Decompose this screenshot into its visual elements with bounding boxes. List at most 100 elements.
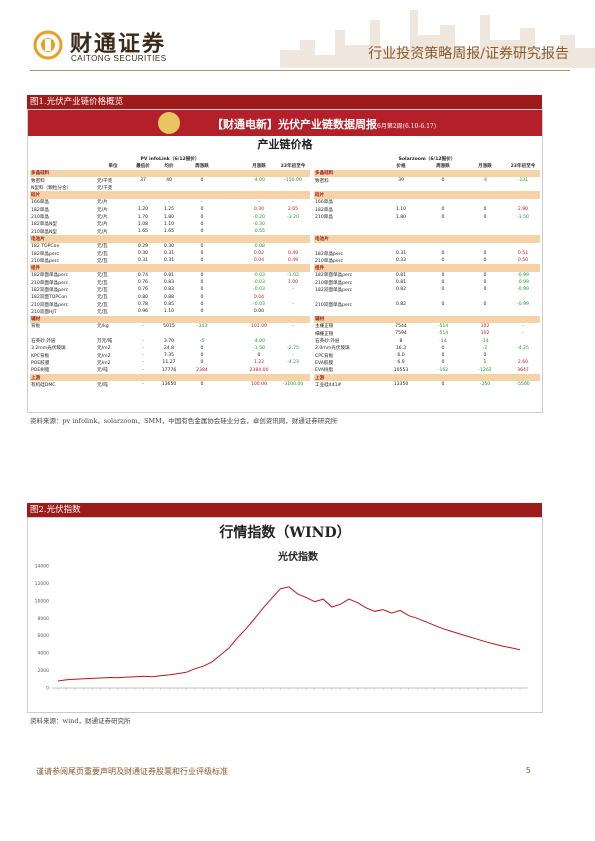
table-cell: 0.33 (395, 258, 407, 264)
product-name: 182单晶perc (31, 251, 60, 257)
product-name: 182单面单晶perc (31, 273, 69, 279)
product-name: 210单晶 (315, 215, 333, 221)
category-label: 硅片 (30, 191, 310, 199)
table-cell: 1.70 (137, 214, 149, 220)
table-row: POE树脂 元/吨 - 17776 2384 2384.00 EVA树脂 10553 -162 -… (30, 367, 540, 374)
table-cell: 1.65 (163, 229, 175, 235)
table-cell (422, 199, 464, 206)
column-gap (310, 264, 314, 272)
table-cell (464, 221, 506, 228)
table-cell: 100.00 (250, 382, 268, 388)
product-name: 210双面单晶perc (315, 302, 353, 308)
table-cell: 0.31 (163, 258, 175, 264)
table-cell: 元/瓦 (97, 287, 108, 293)
table-cell: -4.00 (253, 178, 265, 184)
table-cell: 0.49 (287, 258, 299, 264)
table-cell (506, 308, 540, 315)
table-cell: - (292, 199, 294, 205)
table-cell: 16.3 (395, 345, 407, 351)
table-cell: 0.81 (395, 280, 407, 286)
y-tick-label: 10000 (35, 598, 49, 604)
table-cell: 0.31 (137, 258, 149, 264)
table-cell: -1262 (478, 367, 492, 373)
table-row: 210双面HJT 元/瓦 0.96 1.10 0 0.00 (30, 308, 540, 315)
table-cell: 元/m2 (97, 346, 111, 352)
table-cell: - (142, 367, 144, 373)
category-row: 硅片 硅片 (30, 191, 540, 199)
table-cell (506, 352, 540, 359)
table-cell (380, 243, 422, 250)
price-table: PV infoLink（6/12报价） Solarzoom（6/12报价） 单位 最低… (30, 155, 540, 389)
table-cell (422, 184, 464, 191)
source-right: Solarzoom（6/12报价） (398, 156, 456, 162)
table-cell: 0.88 (163, 294, 175, 300)
table-cell: 0.78 (137, 302, 149, 308)
table-cell (222, 381, 242, 388)
table-cell: 0.96 (137, 309, 149, 315)
table-cell (222, 352, 242, 359)
column-header: 周涨跌 (195, 163, 209, 169)
table-cell: 元/瓦 (97, 280, 108, 286)
table-cell: 元/m2 (97, 360, 111, 366)
product-name: 210单晶N型 (31, 229, 57, 235)
table-cell: 0 (200, 272, 204, 278)
table-cell: 11.27 (162, 360, 176, 366)
table-cell: 元/瓦 (97, 295, 108, 301)
table-cell: 元/瓦 (97, 273, 108, 279)
product-name (30, 330, 96, 337)
table-cell (506, 337, 540, 344)
table-cell: 24.8 (163, 345, 175, 351)
logo-text-cn: 财通证券 (70, 31, 167, 57)
table-cell (222, 279, 242, 286)
category-row: 多晶硅料 多晶硅料 (30, 169, 540, 177)
table-cell: -2 (482, 345, 488, 351)
column-header: 最低价 (136, 163, 150, 169)
table-cell: 0 (200, 229, 204, 235)
table-row: 有机硅DMC 元/吨 - 13650 0 100.00 -3100.00 工业硅441# 133… (30, 381, 540, 388)
report-banner: 【财通电新】光伏产业链数据周报6月第2周(6.10-6.17) (28, 110, 542, 136)
table-cell (222, 330, 242, 337)
table-cell (276, 367, 310, 374)
table-cell (222, 337, 242, 344)
table-cell: 0.80 (137, 294, 149, 300)
product-name: EVA树脂 (315, 368, 334, 374)
table-cell (422, 308, 464, 315)
table-cell: - (292, 302, 294, 308)
product-name: 182单晶 (31, 207, 49, 213)
table-cell (222, 294, 242, 301)
column-header: 23年初至今 (280, 163, 306, 169)
table-row: 182单面单晶perc 元/瓦 0.74 0.81 0 -0.03 -1.02 182单面单晶… (30, 272, 540, 279)
product-name (314, 184, 380, 191)
category-label: 硅片 (314, 191, 540, 199)
table-cell (222, 243, 242, 250)
table-cell (464, 199, 506, 206)
page-header: 财通证券 CAITONG SECURITIES 行业投资策略周报/证券研究报告 (0, 0, 595, 95)
table-cell: 0 (483, 272, 487, 278)
table-cell: 0.31 (163, 251, 175, 256)
product-name: 210单面单晶perc (31, 280, 69, 286)
table-cell: 0.76 (137, 280, 149, 286)
product-name: 166单晶 (31, 200, 49, 206)
table-cell: - (258, 199, 260, 205)
table-cell: 2.80 (517, 207, 529, 213)
table-cell: 0 (200, 280, 204, 286)
table-cell: - (292, 287, 294, 293)
table-cell (242, 184, 276, 191)
table-cell: 0.82 (395, 287, 407, 293)
table-cell: 1.22 (253, 360, 265, 366)
table-cell: 元/片 (97, 200, 108, 206)
table-cell: - (522, 331, 524, 337)
table-cell: -3.20 (287, 214, 299, 220)
table-cell: 0 (200, 258, 204, 264)
product-name: 166单晶 (315, 200, 333, 206)
table-cell: - (142, 323, 144, 329)
table-cell: -0.99 (517, 272, 529, 278)
product-name (314, 243, 380, 250)
table-cell (506, 184, 540, 191)
table-cell: 元/片 (97, 229, 108, 235)
table-cell: 0 (441, 345, 445, 351)
category-label: 辅材 (314, 315, 540, 323)
table-cell: 0 (200, 214, 204, 220)
y-tick-label: 8000 (38, 616, 50, 622)
series-name: 光伏指数 (278, 552, 318, 563)
